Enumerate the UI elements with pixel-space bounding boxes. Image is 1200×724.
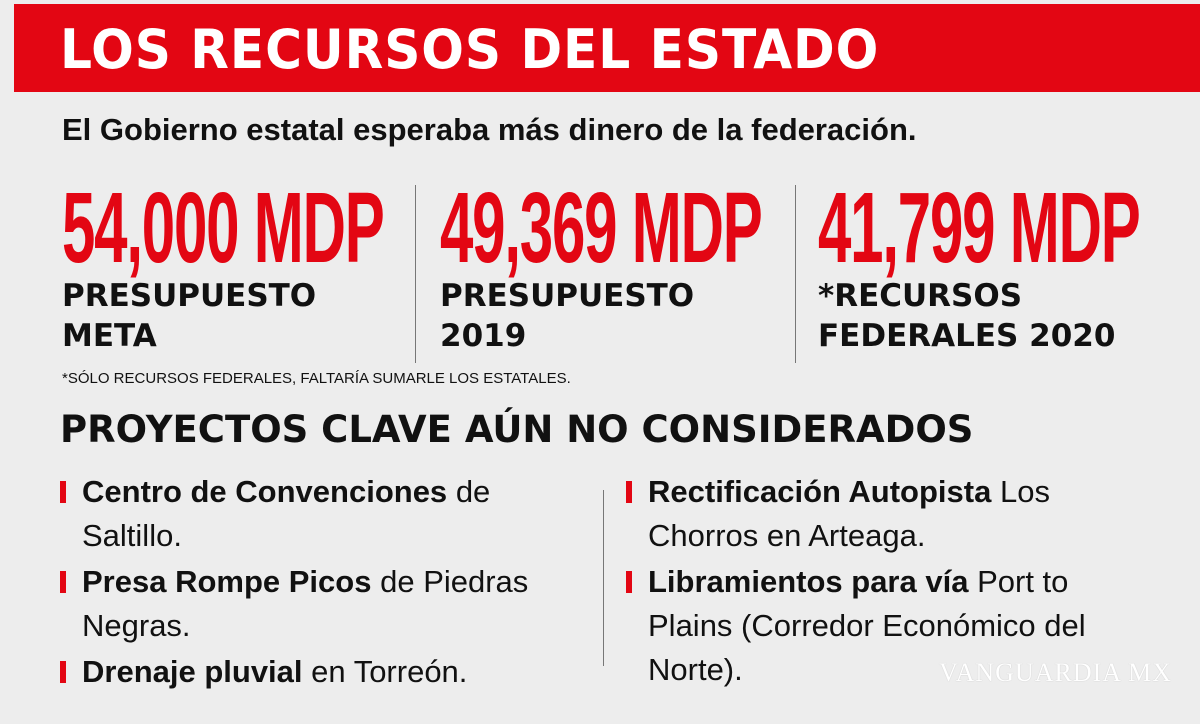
- project-name: Rectificación Autopista: [648, 474, 992, 509]
- stat-label: PRESUPUESTO 2019: [440, 278, 695, 354]
- stat-label: *RECURSOS FEDERALES 2020: [818, 278, 1116, 354]
- project-detail: de Saltillo.: [82, 474, 491, 553]
- project-name: Centro de Convenciones: [82, 474, 448, 509]
- project-name: Presa Rompe Picos: [82, 564, 372, 599]
- project-list: Rectificación Autopista Los Chorros en A…: [626, 470, 1126, 694]
- project-detail: Port to Plains (Corredor Económico del N…: [648, 564, 1086, 687]
- divider: [603, 490, 604, 666]
- watermark: VANGUARDIA MX: [939, 658, 1172, 687]
- stat: 49,369 MDP PRESUPUESTO 2019: [440, 178, 780, 356]
- project-detail: en Torreón.: [311, 654, 468, 689]
- project-item: Presa Rompe Picos de Piedras Negras.: [60, 560, 570, 648]
- stat: 54,000 MDP PRESUPUESTO META: [62, 178, 402, 356]
- footnote: *SÓLO RECURSOS FEDERALES, FALTARÍA SUMAR…: [62, 370, 571, 387]
- project-name: Libramientos para vía: [648, 564, 969, 599]
- stat: 41,799 MDP *RECURSOS FEDERALES 2020: [818, 178, 1158, 356]
- project-item: Centro de Convenciones de Saltillo.: [60, 470, 570, 558]
- project-list: Centro de Convenciones de Saltillo. Presa…: [60, 470, 570, 696]
- stat-value: 41,799 MDP: [818, 172, 1141, 284]
- project-item: Drenaje pluvial en Torreón.: [60, 650, 570, 694]
- project-item: Libramientos para vía Port to Plains (Co…: [626, 560, 1126, 692]
- stat-value: 54,000 MDP: [62, 172, 385, 284]
- project-detail: Los Chorros en Arteaga.: [648, 474, 1050, 553]
- header-bar: [14, 4, 1200, 92]
- title: LOS RECURSOS DEL ESTADO: [60, 18, 880, 81]
- divider: [795, 185, 796, 363]
- project-detail: de Piedras Negras.: [82, 564, 529, 643]
- stat-label: PRESUPUESTO META: [62, 278, 317, 354]
- project-item: Rectificación Autopista Los Chorros en A…: [626, 470, 1126, 558]
- divider: [415, 185, 416, 363]
- project-name: Drenaje pluvial: [82, 654, 303, 689]
- stat-value: 49,369 MDP: [440, 172, 763, 284]
- section-title: PROYECTOS CLAVE AÚN NO CONSIDERADOS: [60, 408, 974, 451]
- subtitle: El Gobierno estatal esperaba más dinero …: [62, 112, 917, 147]
